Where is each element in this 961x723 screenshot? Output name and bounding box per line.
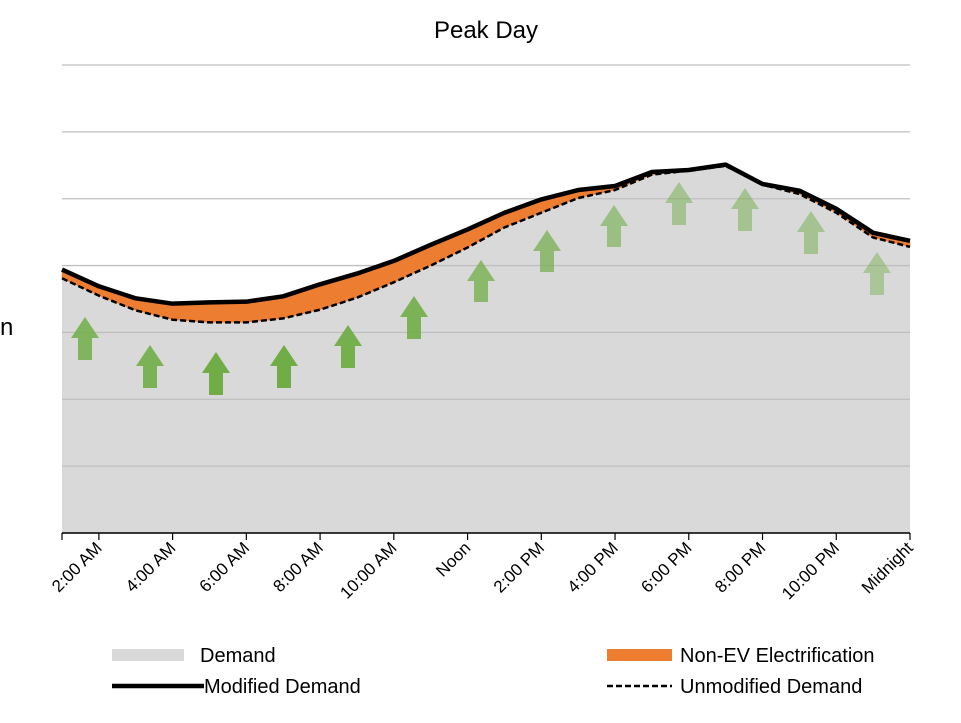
arrow [400, 296, 428, 339]
x-tick-label: 4:00 AM [122, 538, 180, 596]
x-tick-label: 10:00 PM [778, 538, 843, 603]
x-tick-label: 8:00 AM [269, 538, 327, 596]
modified-line [61, 162, 911, 306]
x-tick-label: 6:00 PM [637, 538, 695, 596]
chart-title: Peak Day [434, 17, 538, 44]
arrow [334, 325, 362, 368]
arrow [136, 345, 164, 388]
arrow [533, 230, 561, 272]
x-tick-label: 10:00 AM [336, 538, 400, 602]
legend-swatch [112, 649, 184, 661]
x-tick-label: Noon [432, 538, 474, 580]
plot-area: 2:00 AM 4:00 AM 6:00 AM 8:00 AM 10:00 AM Noon… [48, 64, 917, 603]
y-axis-label: n [0, 314, 13, 341]
non-ev-band [209, 301, 247, 323]
x-tick-label: 2:00 AM [48, 538, 106, 596]
legend-label: Demand [200, 645, 276, 667]
legend: Demand Non-EV Electrification Modified Dem… [112, 645, 875, 698]
arrow [665, 182, 693, 225]
arrow [863, 252, 891, 295]
arrow [202, 352, 230, 395]
legend-label: Modified Demand [204, 676, 361, 698]
x-tick-label: Midnight [858, 538, 917, 597]
arrow [71, 317, 99, 360]
x-tick-label: 8:00 PM [711, 538, 769, 596]
arrow [731, 188, 759, 231]
arrow [467, 260, 495, 302]
arrow [270, 345, 298, 388]
legend-label: Non-EV Electrification [680, 645, 875, 667]
arrow [600, 205, 628, 247]
arrow [797, 211, 825, 254]
x-tick-label: 2:00 PM [490, 538, 548, 596]
x-tick-label: 6:00 AM [196, 538, 254, 596]
x-tick-label: 4:00 PM [564, 538, 622, 596]
arrows [71, 182, 891, 395]
legend-label: Unmodified Demand [680, 676, 862, 698]
legend-swatch [607, 649, 672, 661]
demand-area [62, 165, 910, 533]
